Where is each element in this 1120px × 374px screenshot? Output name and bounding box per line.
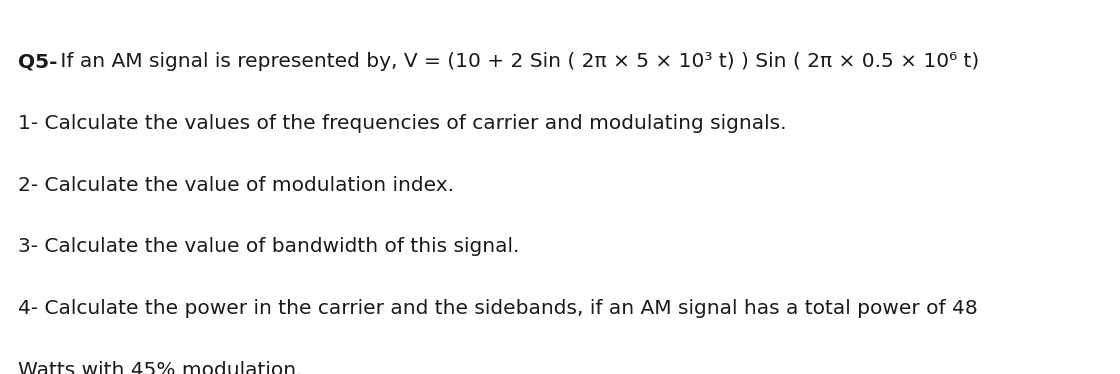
Text: 2- Calculate the value of modulation index.: 2- Calculate the value of modulation ind… <box>18 176 454 195</box>
Text: 1- Calculate the values of the frequencies of carrier and modulating signals.: 1- Calculate the values of the frequenci… <box>18 114 786 133</box>
Text: Watts with 45% modulation.: Watts with 45% modulation. <box>18 361 302 374</box>
Text: Q5-: Q5- <box>18 52 57 71</box>
Text: If an AM signal is represented by, V = (10 + 2 Sin ( 2π × 5 × 10³ t) ) Sin ( 2π : If an AM signal is represented by, V = (… <box>54 52 979 71</box>
Text: 3- Calculate the value of bandwidth of this signal.: 3- Calculate the value of bandwidth of t… <box>18 237 520 257</box>
Text: 4- Calculate the power in the carrier and the sidebands, if an AM signal has a t: 4- Calculate the power in the carrier an… <box>18 299 978 318</box>
